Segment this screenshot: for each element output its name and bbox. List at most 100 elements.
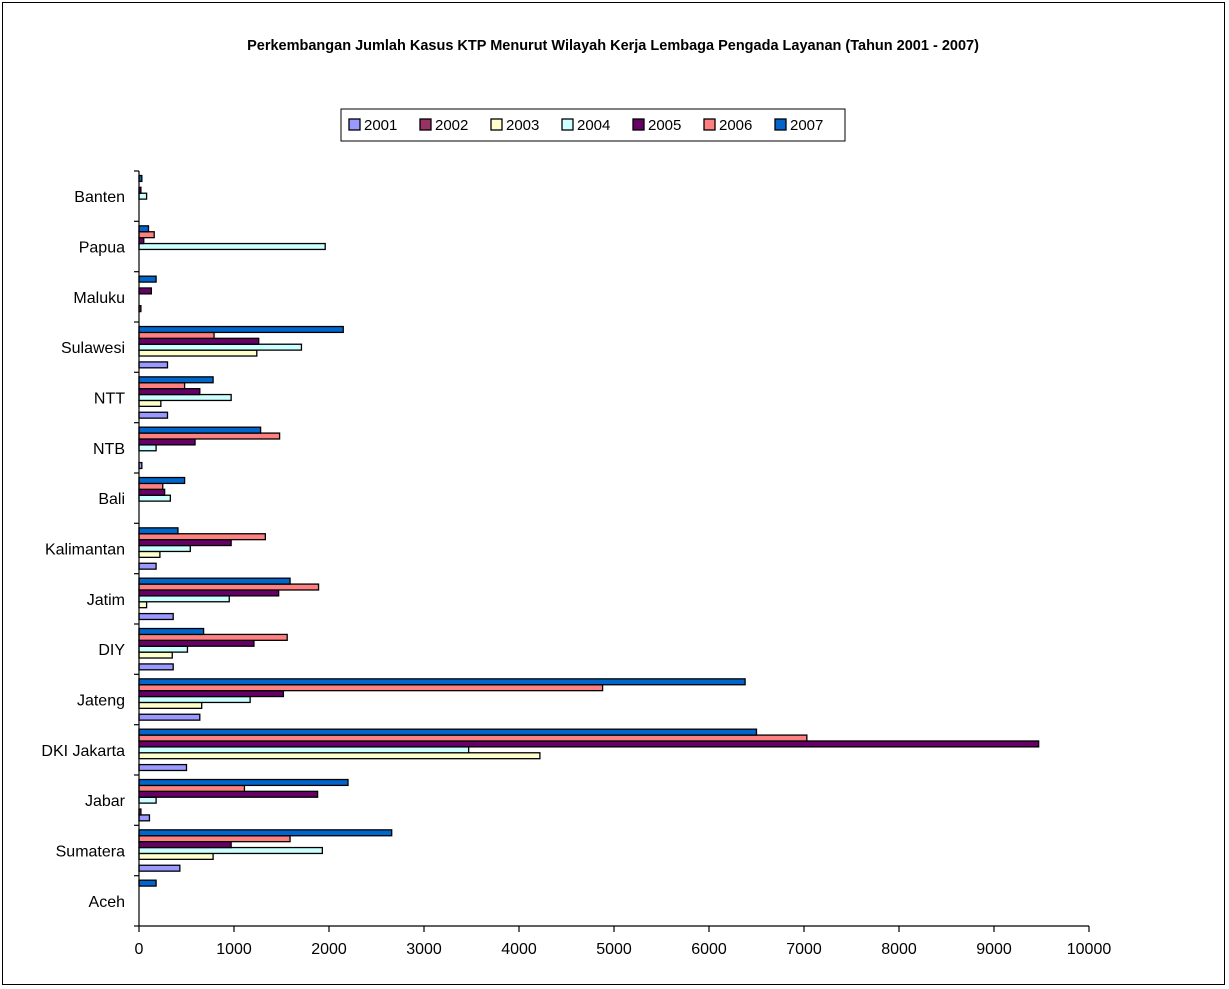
- category-label: Maluku: [73, 290, 125, 307]
- bar-jabar-2007: [138, 778, 349, 787]
- bar-sumatera-2006: [138, 835, 291, 843]
- legend-label-2004: 2004: [577, 117, 610, 134]
- bar-ntb-2006: [138, 432, 281, 440]
- bar-jateng-2006: [138, 684, 604, 692]
- x-tick-label: 6000: [691, 941, 727, 958]
- bar-sumatera-2001: [138, 864, 181, 872]
- legend-swatch-2001: [348, 118, 361, 131]
- bar-jabar-2006: [138, 784, 246, 792]
- x-tick-labels: 0 1000 2000 3000 4000 5000 6000 7000 8000 9000 100…: [135, 941, 1112, 958]
- bar-chart: Perkembangan Jumlah Kasus KTP Menurut Wi…: [41, 38, 1112, 958]
- category-label: DIY: [98, 642, 125, 659]
- bar-ntb-2007: [138, 426, 262, 434]
- x-tick-label: 4000: [501, 941, 537, 958]
- bar-maluku-2005: [138, 287, 153, 295]
- bar-ntt-2007: [138, 376, 214, 384]
- bar-ntb-2005: [138, 438, 196, 446]
- category-label: Bali: [98, 491, 125, 508]
- bar-sulawesi-2003: [138, 349, 258, 357]
- bar-aceh-2007: [138, 879, 157, 887]
- bar-bali-2005: [138, 488, 166, 496]
- category-label: Aceh: [89, 894, 125, 911]
- x-tick-label: 9000: [976, 941, 1012, 958]
- legend-label-2007: 2007: [790, 117, 823, 134]
- bar-kalimantan-2007: [138, 527, 179, 535]
- bar-jateng-2004: [138, 695, 251, 704]
- bar-kalimantan-2001: [138, 562, 157, 570]
- chart-title: Perkembangan Jumlah Kasus KTP Menurut Wi…: [247, 38, 979, 54]
- bars-layer: [138, 174, 1040, 887]
- bar-papua-2007: [138, 225, 150, 233]
- bar-diy-2006: [138, 633, 288, 641]
- category-label: Jatim: [87, 592, 125, 609]
- bar-sulawesi-2005: [138, 337, 260, 345]
- x-tick-label: 10000: [1067, 941, 1112, 958]
- bar-jatim-2004: [138, 595, 230, 603]
- legend-label-2002: 2002: [435, 117, 468, 134]
- category-labels: Aceh Sumatera Jabar DKI Jakarta Jateng DIY Jat…: [41, 189, 125, 911]
- category-label: DKI Jakarta: [41, 743, 125, 760]
- bar-jatim-2005: [138, 589, 280, 597]
- bar-bali-2007: [138, 476, 186, 485]
- bar-dki-jakarta-2003: [138, 752, 541, 760]
- x-tick-label: 1000: [216, 941, 252, 958]
- bar-jateng-2003: [138, 701, 203, 710]
- bar-diy-2004: [138, 645, 189, 653]
- category-label: Kalimantan: [45, 542, 125, 559]
- bar-sumatera-2005: [138, 841, 232, 849]
- bar-jabar-2005: [138, 790, 319, 798]
- bar-jateng-2007: [138, 678, 746, 686]
- bar-kalimantan-2003: [138, 550, 161, 559]
- bar-jateng-2005: [138, 690, 285, 698]
- bar-ntt-2003: [138, 399, 162, 408]
- bar-diy-2001: [138, 663, 174, 671]
- bar-jateng-2001: [138, 713, 201, 721]
- bar-bali-2006: [138, 482, 164, 490]
- bar-sumatera-2004: [138, 846, 324, 855]
- legend-swatch-2007: [774, 118, 787, 131]
- legend-label-2005: 2005: [648, 117, 681, 134]
- bar-papua-2006: [138, 231, 155, 239]
- legend-swatch-2005: [632, 118, 645, 131]
- legend-swatch-2004: [561, 118, 574, 131]
- bar-diy-2005: [138, 639, 255, 647]
- bar-jatim-2001: [138, 612, 174, 621]
- bar-dki-jakarta-2006: [138, 734, 808, 742]
- bar-kalimantan-2004: [138, 544, 191, 553]
- category-label: Jabar: [85, 793, 126, 810]
- bar-maluku-2007: [138, 275, 157, 283]
- bar-diy-2003: [138, 651, 173, 659]
- legend-swatch-2003: [490, 118, 503, 131]
- bar-dki-jakarta-2001: [138, 763, 188, 772]
- category-label: Papua: [79, 240, 125, 257]
- category-label: Jateng: [77, 693, 125, 710]
- bar-jatim-2007: [138, 577, 291, 585]
- bar-sulawesi-2007: [138, 325, 344, 334]
- axes-layer: [134, 170, 1090, 932]
- category-label: Sumatera: [56, 844, 125, 861]
- bar-papua-2004: [138, 242, 326, 251]
- bar-jabar-2004: [138, 796, 157, 804]
- bar-ntt-2006: [138, 382, 186, 390]
- category-label: Banten: [74, 189, 125, 206]
- category-label: Sulawesi: [61, 340, 125, 357]
- bar-ntt-2001: [138, 411, 169, 419]
- x-tick-label: 7000: [786, 941, 822, 958]
- bar-jatim-2006: [138, 583, 320, 591]
- x-tick-label: 8000: [881, 941, 917, 958]
- legend-swatch-2006: [703, 118, 716, 131]
- bar-banten-2004: [138, 192, 148, 200]
- bar-diy-2007: [138, 627, 205, 636]
- bar-bali-2004: [138, 494, 172, 502]
- bar-jatim-2003: [138, 601, 148, 609]
- x-tick-label: 2000: [311, 941, 347, 958]
- legend-swatch-2002: [419, 118, 432, 131]
- bar-ntb-2004: [138, 444, 157, 452]
- bar-ntt-2005: [138, 387, 201, 396]
- bar-dki-jakarta-2007: [138, 728, 758, 736]
- category-label: NTB: [93, 441, 125, 458]
- bar-kalimantan-2005: [138, 539, 232, 547]
- bar-dki-jakarta-2005: [138, 740, 1040, 748]
- bar-sumatera-2003: [138, 852, 214, 861]
- legend-label-2001: 2001: [364, 117, 397, 134]
